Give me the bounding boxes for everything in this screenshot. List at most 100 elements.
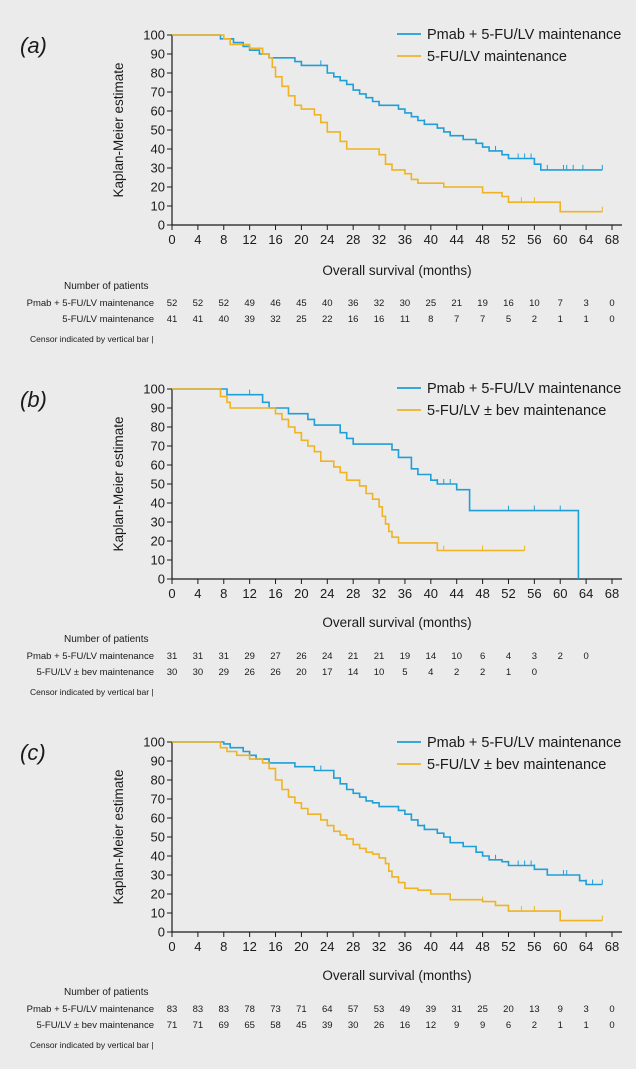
x-tick-label: 32 [372,939,386,954]
x-tick-label: 44 [449,232,463,247]
km-panel-a: (a)Kaplan-Meier estimate0102030405060708… [20,27,622,344]
risk-count: 0 [609,298,614,309]
risk-count: 52 [167,298,178,309]
risk-count: 64 [322,1004,333,1015]
y-tick-label: 50 [151,477,165,492]
x-tick-label: 40 [424,586,438,601]
risk-count: 49 [400,1004,411,1015]
risk-count: 7 [480,314,485,325]
x-tick-label: 52 [501,939,515,954]
risk-row-label: Pmab + 5-FU/LV maintenance [27,1004,154,1015]
x-tick-label: 48 [475,939,489,954]
x-tick-label: 12 [242,939,256,954]
risk-count: 10 [529,298,540,309]
risk-count: 2 [480,667,485,678]
y-tick-label: 10 [151,199,165,214]
risk-count: 41 [167,314,178,325]
y-tick-label: 40 [151,496,165,511]
x-tick-label: 44 [449,586,463,601]
panel-label: (a) [20,33,47,58]
y-tick-label: 90 [151,754,165,769]
risk-count: 41 [193,314,204,325]
x-tick-label: 32 [372,232,386,247]
risk-count: 2 [532,314,537,325]
x-tick-label: 64 [579,232,593,247]
legend-label: Pmab + 5-FU/LV maintenance [427,381,621,397]
x-tick-label: 28 [346,939,360,954]
risk-count: 16 [374,314,385,325]
x-tick-label: 68 [605,232,619,247]
risk-count: 1 [506,667,511,678]
risk-count: 0 [609,314,614,325]
risk-table-heading: Number of patients [64,987,149,998]
x-tick-label: 16 [268,939,282,954]
x-tick-label: 0 [168,939,175,954]
x-tick-label: 40 [424,232,438,247]
risk-count: 29 [218,667,229,678]
risk-count: 69 [218,1020,229,1031]
legend-label: 5-FU/LV ± bev maintenance [427,403,606,419]
panel-label: (b) [20,387,47,412]
risk-count: 39 [322,1020,333,1031]
y-tick-label: 30 [151,868,165,883]
risk-count: 27 [270,651,281,662]
risk-count: 10 [451,651,462,662]
risk-count: 36 [348,298,359,309]
x-axis-title: Overall survival (months) [322,968,471,983]
x-tick-label: 52 [501,232,515,247]
x-tick-label: 12 [242,232,256,247]
risk-count: 7 [454,314,459,325]
risk-count: 5 [506,314,511,325]
risk-count: 1 [583,1020,588,1031]
risk-count: 46 [270,298,281,309]
km-panel-b: (b)Kaplan-Meier estimate0102030405060708… [20,381,622,697]
y-tick-label: 60 [151,104,165,119]
risk-count: 1 [558,1020,563,1031]
risk-row-label: 5-FU/LV ± bev maintenance [36,667,154,678]
y-tick-label: 50 [151,123,165,138]
x-tick-label: 48 [475,586,489,601]
risk-count: 71 [296,1004,307,1015]
y-tick-label: 0 [158,925,165,940]
x-tick-label: 0 [168,232,175,247]
risk-count: 29 [244,651,255,662]
risk-count: 4 [506,651,511,662]
risk-count: 0 [583,651,588,662]
x-tick-label: 56 [527,939,541,954]
risk-count: 19 [477,298,488,309]
risk-count: 32 [270,314,281,325]
x-tick-label: 36 [398,586,412,601]
risk-count: 31 [218,651,229,662]
x-tick-label: 8 [220,232,227,247]
risk-count: 16 [503,298,514,309]
y-tick-label: 20 [151,887,165,902]
y-tick-label: 60 [151,811,165,826]
risk-count: 4 [428,667,433,678]
risk-count: 52 [193,298,204,309]
risk-count: 16 [400,1020,411,1031]
x-tick-label: 16 [268,586,282,601]
risk-count: 6 [506,1020,511,1031]
risk-count: 26 [270,667,281,678]
risk-count: 14 [348,667,359,678]
y-tick-label: 60 [151,458,165,473]
risk-count: 40 [218,314,229,325]
risk-table-heading: Number of patients [64,281,149,292]
risk-count: 12 [426,1020,437,1031]
x-tick-label: 60 [553,232,567,247]
x-tick-label: 64 [579,939,593,954]
y-axis-title: Kaplan-Meier estimate [111,769,126,904]
legend-label: 5-FU/LV maintenance [427,49,567,65]
risk-count: 21 [348,651,359,662]
risk-count: 49 [244,298,255,309]
x-tick-label: 56 [527,232,541,247]
risk-count: 3 [583,1004,588,1015]
risk-count: 21 [374,651,385,662]
y-tick-label: 50 [151,830,165,845]
km-curve-control [172,34,603,213]
km-curve-control [172,388,525,552]
risk-count: 2 [454,667,459,678]
risk-count: 52 [218,298,229,309]
x-tick-label: 68 [605,586,619,601]
x-axis-title: Overall survival (months) [322,615,471,630]
